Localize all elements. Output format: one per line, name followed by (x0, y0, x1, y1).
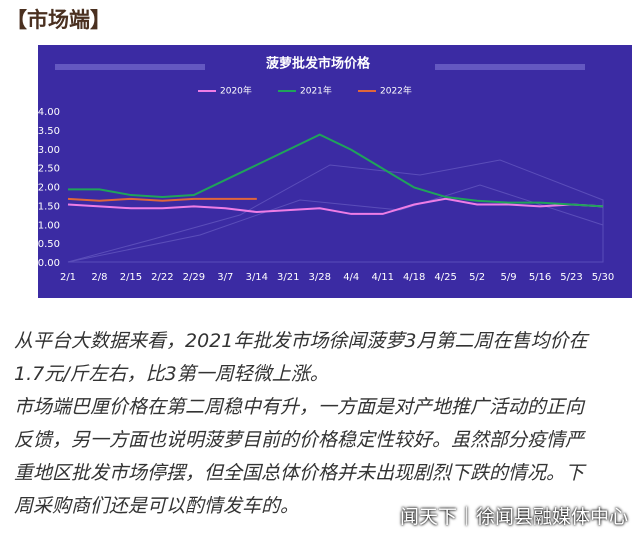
x-tick-label: 5/16 (529, 272, 551, 283)
legend-label: 2022年 (380, 85, 412, 97)
y-tick-label: 4.00 (38, 107, 60, 118)
text-line: 从平台大数据来看，2021年批发市场徐闻菠萝3月第二周在售均价在 (14, 330, 588, 352)
y-tick-label: 2.00 (38, 183, 60, 194)
x-tick-label: 2/8 (91, 272, 107, 283)
text-line: 市场端巴厘价格在第二周稳中有升，一方面是对产地推广活动的正向 (14, 396, 585, 418)
y-tick-label: 3.50 (38, 126, 60, 137)
x-tick-label: 2/1 (60, 272, 76, 283)
y-tick-label: 3.00 (38, 145, 60, 156)
x-tick-label: 5/23 (560, 272, 582, 283)
legend-label: 2020年 (220, 85, 252, 97)
text-line: 1.7元/斤左右，比3第一周轻微上涨。 (14, 363, 329, 385)
x-tick-label: 2/15 (120, 272, 142, 283)
x-tick-label: 4/4 (343, 272, 359, 283)
x-tick-label: 2/29 (183, 272, 205, 283)
text-line: 周采购商们还是可以酌情发车的。 (14, 495, 300, 517)
header: 【市场端】 (6, 8, 111, 32)
series-line (67, 197, 604, 215)
x-tick-label: 4/11 (371, 272, 393, 283)
x-tick-label: 3/14 (246, 272, 268, 283)
y-tick-label: 1.00 (38, 220, 60, 231)
text-line: 反馈，另一方面也说明菠萝目前的价格稳定性较好。虽然部分疫情严 (14, 429, 585, 451)
series-line (68, 133, 604, 208)
text-line: 重地区批发市场停摆，但全国总体价格并未出现剧烈下跌的情况。下 (14, 462, 585, 484)
series-line (67, 197, 257, 202)
legend-label: 2021年 (300, 85, 332, 97)
x-tick-label: 5/9 (501, 272, 517, 283)
chart-background (38, 45, 632, 298)
chart-title: 菠萝批发市场价格 (266, 56, 371, 72)
y-tick-label: 2.50 (38, 164, 60, 175)
x-tick-label: 2/22 (151, 272, 173, 283)
y-tick-label: 1.50 (38, 201, 60, 212)
body-text: 从平台大数据来看，2021年批发市场徐闻菠萝3月第二周在售均价在 1.7元/斤左右… (14, 325, 587, 523)
x-tick-label: 5/30 (592, 272, 614, 283)
y-tick-label: 0.50 (38, 239, 60, 250)
x-tick-label: 3/28 (309, 272, 331, 283)
x-tick-label: 5/2 (469, 272, 485, 283)
x-tick-label: 3/7 (217, 272, 233, 283)
y-tick-label: 0.00 (38, 258, 60, 269)
x-tick-label: 4/18 (403, 272, 425, 283)
x-tick-label: 3/21 (277, 272, 299, 283)
x-tick-label: 4/25 (434, 272, 456, 283)
decor (55, 64, 604, 263)
watermark: 闻天下｜徐闻县融媒体中心 (399, 506, 628, 528)
